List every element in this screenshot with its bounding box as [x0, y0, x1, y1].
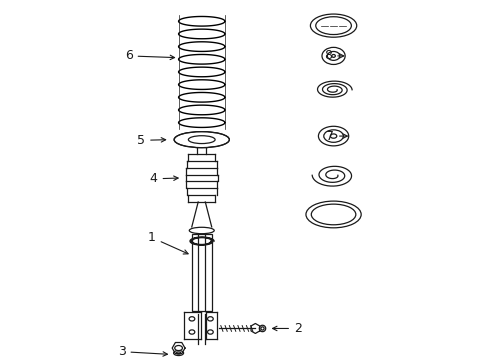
Text: 2: 2: [272, 322, 301, 335]
Ellipse shape: [189, 227, 214, 234]
Text: 6: 6: [124, 49, 174, 62]
Text: 8: 8: [324, 49, 343, 62]
Ellipse shape: [310, 14, 356, 37]
Ellipse shape: [174, 132, 229, 148]
Ellipse shape: [174, 346, 182, 351]
Ellipse shape: [173, 351, 183, 356]
Text: 1: 1: [148, 231, 188, 254]
Text: 4: 4: [149, 172, 178, 185]
Ellipse shape: [318, 126, 348, 146]
Bar: [191, 234, 211, 311]
Text: 5: 5: [137, 134, 165, 147]
Text: 3: 3: [118, 345, 167, 358]
Ellipse shape: [305, 201, 361, 228]
Ellipse shape: [259, 325, 265, 332]
Ellipse shape: [321, 48, 345, 64]
Text: 7: 7: [325, 130, 346, 143]
